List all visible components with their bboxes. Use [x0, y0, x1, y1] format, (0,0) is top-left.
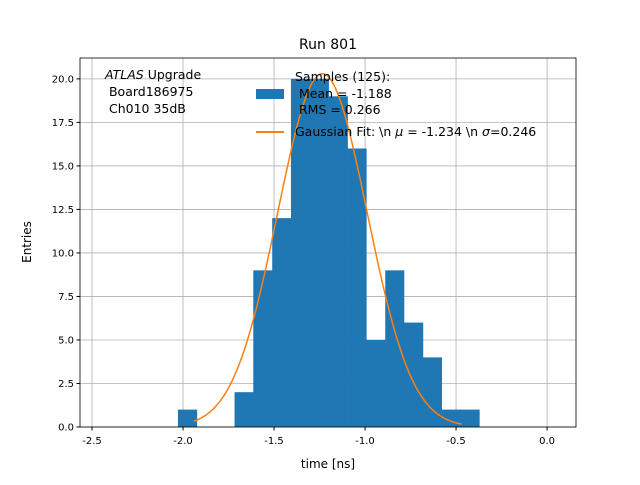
histogram-bar	[460, 409, 480, 427]
y-tick-label: 20.0	[52, 74, 74, 85]
histogram-bar	[422, 357, 442, 427]
board-label: Board186975	[105, 84, 193, 99]
x-tick-label: -0.5	[446, 436, 466, 447]
y-axis-label: Entries	[20, 221, 34, 263]
upgrade-label: Upgrade	[144, 67, 202, 82]
histogram-bar	[328, 96, 348, 427]
legend-hist-line3: RMS = 0.266	[295, 102, 381, 117]
x-axis-label: time [ns]	[301, 457, 355, 471]
atlas-label: ATLAS	[104, 67, 144, 82]
histogram-bars	[177, 78, 480, 428]
legend-hist-line1: Samples (125):	[295, 69, 390, 84]
y-tick-label: 12.5	[52, 205, 74, 216]
y-tick-label: 17.5	[52, 118, 74, 129]
histogram-bar	[347, 148, 367, 427]
histogram-bar	[385, 270, 405, 427]
histogram-bar	[253, 270, 273, 427]
axis-ticks: -2.5 -2.0 -1.5 -1.0 -0.5 0.0 0.0 2.5 5.0 7.5 10.0 1…	[52, 74, 555, 447]
y-tick-label: 15.0	[52, 161, 74, 172]
gaussian-fit-line	[193, 72, 462, 425]
histogram-bar	[309, 78, 329, 428]
x-tick-label: -1.5	[264, 436, 284, 447]
y-tick-label: 0.0	[58, 423, 74, 434]
histogram-bar	[272, 218, 292, 427]
histogram-bar	[366, 339, 386, 427]
svg-text:ATLAS Upgrade: ATLAS Upgrade	[104, 67, 201, 82]
histogram-bar	[403, 322, 424, 427]
histogram-bar	[234, 392, 254, 427]
x-tick-label: 0.0	[539, 436, 555, 447]
x-tick-label: -1.0	[355, 436, 375, 447]
chart-title: Run 801	[299, 37, 357, 53]
legend: Samples (125): Mean = -1.188 RMS = 0.266…	[256, 69, 536, 139]
y-tick-label: 7.5	[58, 292, 74, 303]
plot-frame	[79, 57, 577, 428]
histogram-bar	[290, 78, 311, 428]
legend-hist-swatch	[256, 89, 284, 99]
histogram-bar	[177, 409, 198, 427]
channel-label: Ch010 35dB	[105, 101, 186, 116]
annotation: ATLAS Upgrade Board186975 Ch010 35dB	[104, 67, 201, 116]
y-tick-label: 2.5	[58, 379, 74, 390]
x-tick-label: -2.0	[173, 436, 193, 447]
legend-fit-label: Gaussian Fit: \n μ = -1.234 \n σ=0.246	[295, 124, 536, 139]
y-tick-label: 5.0	[58, 335, 74, 346]
y-tick-label: 10.0	[52, 248, 74, 259]
x-tick-label: -2.5	[82, 436, 102, 447]
legend-hist-line2: Mean = -1.188	[295, 86, 392, 101]
